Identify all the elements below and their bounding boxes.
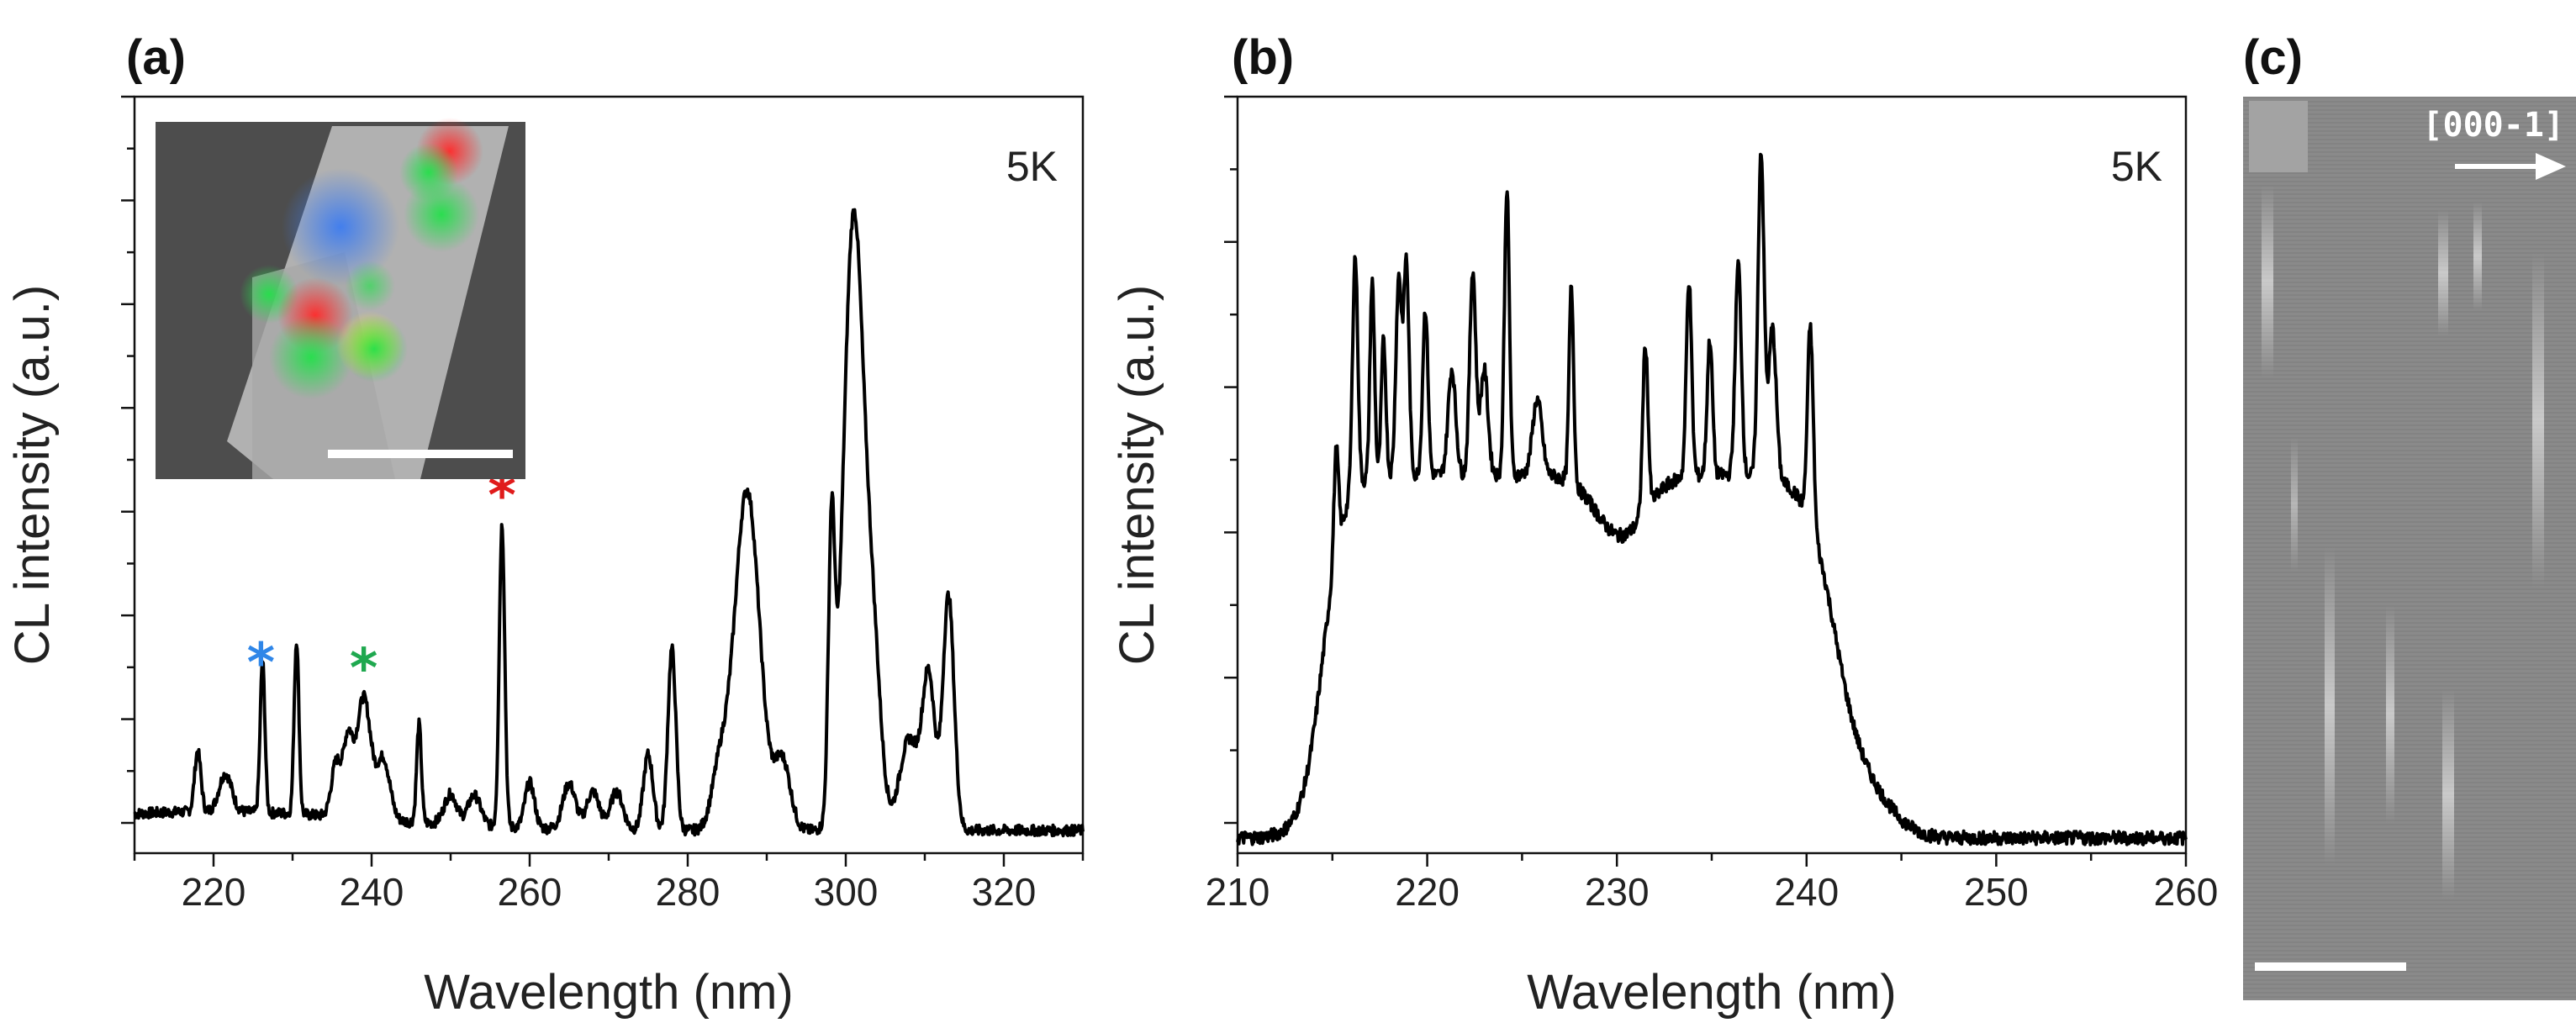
x-tick-label: 280	[656, 870, 721, 914]
x-tick-label: 240	[340, 870, 404, 914]
x-tick-label: 250	[1964, 870, 2029, 914]
x-tick-label: 300	[814, 870, 879, 914]
inset-green-emission	[340, 315, 408, 382]
x-tick-label: 220	[182, 870, 246, 914]
panel-a-spectrum-line	[133, 208, 1085, 838]
x-tick-label: 320	[972, 870, 1037, 914]
panel-b-x-axis-title: Wavelength (nm)	[1527, 965, 1896, 1020]
inset-blue-emission	[282, 168, 399, 286]
panel-a: (a) 220 240 260 280 300 320 Wavelength (nm) C…	[5, 30, 1085, 1020]
panel-c-tem-image	[2243, 97, 2576, 1000]
panel-c-label: (c)	[2243, 30, 2303, 85]
peak-marker-star: *	[247, 632, 275, 694]
x-tick-label: 230	[1585, 870, 1650, 914]
panel-a-y-axis-title: CL intensity (a.u.)	[5, 285, 60, 665]
x-tick-label: 260	[2154, 870, 2219, 914]
panel-a-inset-image	[156, 118, 525, 479]
panel-a-temperature-label: 5K	[1006, 143, 1058, 190]
panel-a-x-axis-title: Wavelength (nm)	[424, 965, 793, 1020]
panel-b-y-ticks	[1224, 95, 1238, 825]
panel-b-y-axis-title: CL intensity (a.u.)	[1110, 285, 1164, 665]
panel-c: (c) [000-1]	[2243, 30, 2576, 1000]
x-tick-label: 220	[1395, 870, 1460, 914]
panel-a-label: (a)	[126, 30, 186, 85]
x-tick-label: 210	[1206, 870, 1270, 914]
panel-b-label: (b)	[1232, 30, 1294, 85]
panel-a-x-ticks: 220 240 260 280 300 320	[133, 853, 1085, 914]
x-tick-label: 260	[498, 870, 562, 914]
panel-b-spectrum-line	[1236, 152, 2188, 846]
panel-c-orientation-label: [000-1]	[2422, 106, 2564, 145]
panel-b-x-ticks: 210 220 230 240 250 260	[1206, 853, 2219, 914]
panel-c-orientation-arrow	[2455, 153, 2566, 180]
panel-b-frame	[1236, 95, 2188, 855]
peak-marker-star: *	[350, 638, 377, 700]
x-tick-label: 240	[1774, 870, 1839, 914]
panel-a-y-ticks	[121, 95, 135, 825]
panel-b-temperature-label: 5K	[2111, 143, 2162, 190]
panel-a-markers: * **	[247, 466, 516, 700]
panel-b: (b) 210 220 230 240 250 260 Wavelength (nm) C…	[1110, 30, 2218, 1020]
